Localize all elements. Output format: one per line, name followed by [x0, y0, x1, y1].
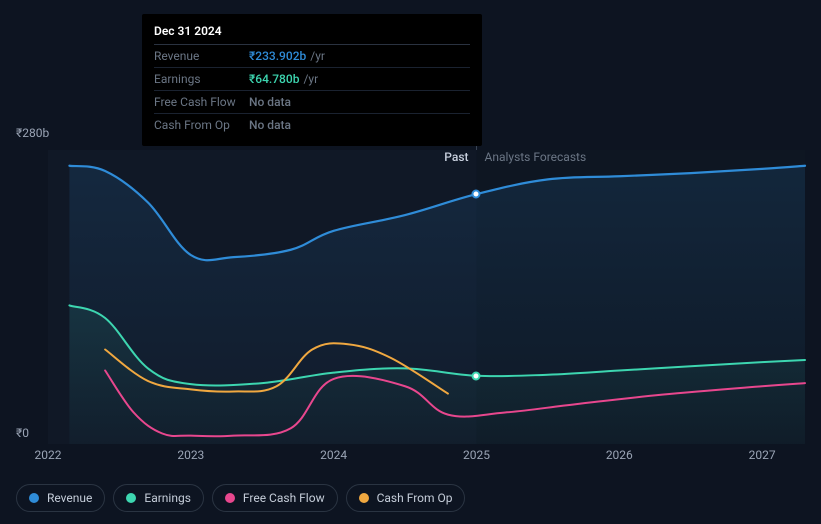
tooltip-row: Free Cash FlowNo data: [154, 91, 470, 114]
tooltip-row-value: No data: [249, 95, 291, 109]
legend: Revenue Earnings Free Cash Flow Cash From O…: [16, 484, 465, 512]
x-axis-labels: 2022 2023 2024 2025 2026 2027: [23, 448, 787, 462]
legend-dot: [126, 493, 136, 503]
tooltip-row-value: No data: [249, 118, 291, 132]
legend-dot: [29, 493, 39, 503]
legend-item-free-cash-flow[interactable]: Free Cash Flow: [212, 484, 338, 512]
legend-label: Cash From Op: [377, 491, 453, 505]
x-axis-tick-label: 2025: [451, 448, 501, 462]
tooltip-row-suffix: /yr: [303, 72, 318, 86]
y-axis-max-label: ₹280b: [16, 126, 49, 140]
legend-label: Free Cash Flow: [243, 491, 325, 505]
tooltip-row: Revenue₹233.902b/yr: [154, 45, 470, 68]
legend-label: Earnings: [144, 491, 191, 505]
tooltip-date: Dec 31 2024: [154, 24, 470, 45]
past-label: Past: [444, 150, 468, 164]
legend-item-earnings[interactable]: Earnings: [113, 484, 204, 512]
tooltip-row-label: Free Cash Flow: [154, 95, 249, 109]
tooltip-row-label: Revenue: [154, 49, 249, 63]
tooltip-row-label: Earnings: [154, 72, 249, 86]
tooltip-row-value: ₹64.780b: [249, 72, 299, 86]
x-axis-tick-label: 2027: [737, 448, 787, 462]
tooltip-row: Cash From OpNo data: [154, 114, 470, 136]
x-axis-tick-label: 2026: [594, 448, 644, 462]
tooltip-row-label: Cash From Op: [154, 118, 249, 132]
legend-dot: [359, 493, 369, 503]
x-axis-tick-label: 2024: [309, 448, 359, 462]
legend-label: Revenue: [47, 491, 92, 505]
tooltip-row-suffix: /yr: [310, 49, 325, 63]
marker-earnings: [472, 371, 481, 380]
tooltip-row: Earnings₹64.780b/yr: [154, 68, 470, 91]
y-axis-min-label: ₹0: [16, 426, 29, 440]
legend-item-cash-from-op[interactable]: Cash From Op: [346, 484, 466, 512]
x-axis-tick-label: 2022: [23, 448, 73, 462]
forecast-label: Analysts Forecasts: [484, 150, 586, 164]
legend-dot: [225, 493, 235, 503]
chart-tooltip: Dec 31 2024 Revenue₹233.902b/yrEarnings₹…: [142, 14, 482, 146]
x-axis-tick-label: 2023: [166, 448, 216, 462]
marker-revenue: [472, 190, 481, 199]
tooltip-row-value: ₹233.902b: [249, 49, 306, 63]
legend-item-revenue[interactable]: Revenue: [16, 484, 105, 512]
